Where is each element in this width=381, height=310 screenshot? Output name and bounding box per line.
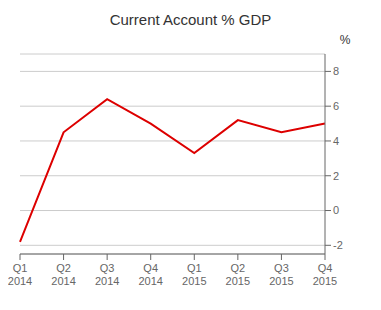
svg-text:8: 8 [333, 65, 339, 77]
svg-text:Q22015: Q22015 [226, 262, 250, 287]
svg-text:2: 2 [333, 170, 339, 182]
svg-text:Q12014: Q12014 [8, 262, 32, 287]
svg-text:%: % [340, 33, 351, 47]
svg-text:-2: -2 [333, 239, 343, 251]
svg-text:Q12015: Q12015 [182, 262, 206, 287]
svg-text:Q42015: Q42015 [313, 262, 337, 287]
svg-text:Q32015: Q32015 [269, 262, 293, 287]
svg-text:Q42014: Q42014 [138, 262, 162, 287]
svg-text:Q22014: Q22014 [51, 262, 75, 287]
svg-text:4: 4 [333, 135, 339, 147]
html-text:Current Account % GDP: Current Account % GDP [109, 11, 272, 28]
svg-text:6: 6 [333, 100, 339, 112]
svg-text:0: 0 [333, 204, 339, 216]
svg-text:Q32014: Q32014 [95, 262, 119, 287]
